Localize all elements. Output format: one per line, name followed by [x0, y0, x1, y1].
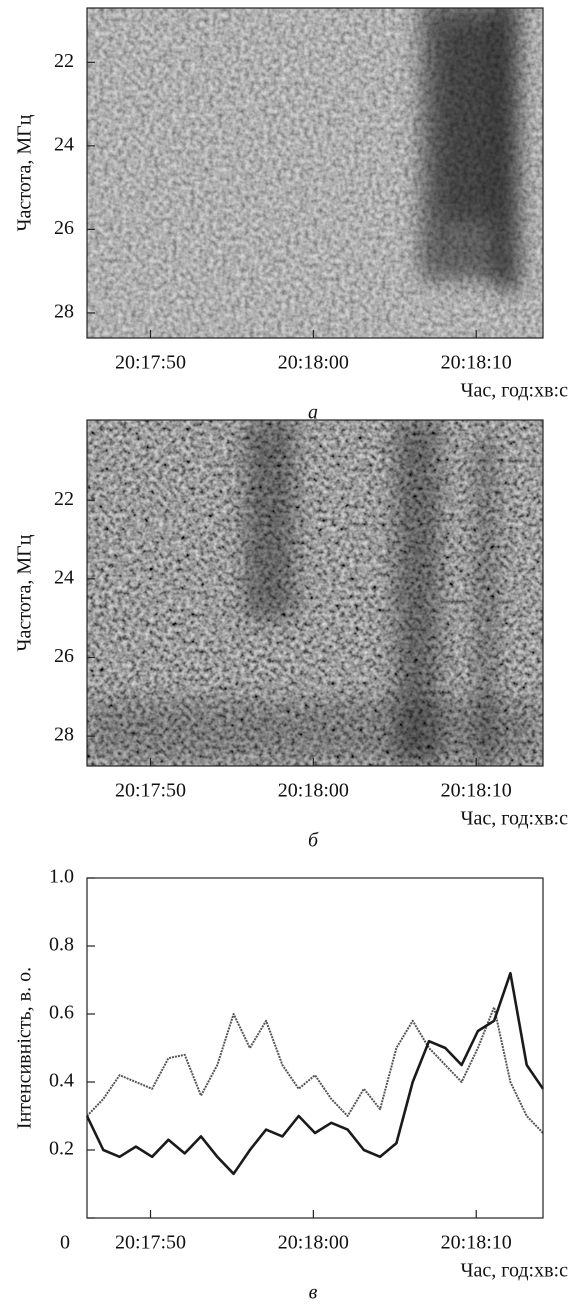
- x-tick-label: 20:18:00: [278, 1232, 349, 1254]
- y-tick-label: 22: [54, 50, 74, 72]
- x-tick-label: 20:18:00: [278, 352, 349, 374]
- y-tick-label: 0.2: [49, 1138, 74, 1160]
- x-tick-label: 20:18:10: [441, 780, 512, 802]
- x-tick-label: 20:17:50: [115, 780, 186, 802]
- y-axis-label: Частота, МГц: [14, 534, 36, 651]
- intensity-line: [86, 1006, 544, 1134]
- x-axis-label: Час, год:хв:с: [461, 380, 569, 402]
- panel-caption: в: [309, 1282, 318, 1304]
- panel-caption: а: [308, 402, 318, 424]
- plot-frame: [86, 7, 544, 339]
- y-tick-label: 22: [54, 488, 74, 510]
- intensity-line: [85, 971, 545, 1176]
- y-tick-label: 0.4: [49, 1070, 74, 1092]
- y-axis-label: Інтенсивність, в. о.: [14, 967, 36, 1129]
- y-tick-label: 26: [54, 645, 74, 667]
- x-tick-label: 20:18:10: [441, 352, 512, 374]
- x-axis-label: Час, год:хв:с: [461, 1260, 569, 1282]
- y-tick-label: 0: [60, 1232, 70, 1254]
- y-tick-label: 0.8: [49, 934, 74, 956]
- y-tick-label: 24: [54, 566, 74, 588]
- x-tick-label: 20:18:10: [441, 1232, 512, 1254]
- panel-caption: б: [308, 830, 319, 852]
- y-tick-label: 24: [54, 133, 74, 155]
- plot-frame: [86, 419, 544, 767]
- x-axis-label: Час, год:хв:с: [461, 808, 569, 830]
- plot-frame: [86, 877, 544, 1219]
- x-tick-label: 20:17:50: [115, 1232, 186, 1254]
- y-axis-label: Частота, МГц: [14, 114, 36, 231]
- y-tick-label: 0.6: [49, 1002, 74, 1024]
- spectrogram-shading: [420, 8, 520, 290]
- x-tick-label: 20:17:50: [115, 352, 186, 374]
- y-tick-label: 26: [54, 217, 74, 239]
- y-tick-label: 28: [54, 724, 74, 746]
- y-tick-label: 1.0: [49, 866, 74, 888]
- spectrogram-shading: [90, 420, 540, 766]
- y-tick-label: 28: [54, 301, 74, 323]
- x-tick-label: 20:18:00: [278, 780, 349, 802]
